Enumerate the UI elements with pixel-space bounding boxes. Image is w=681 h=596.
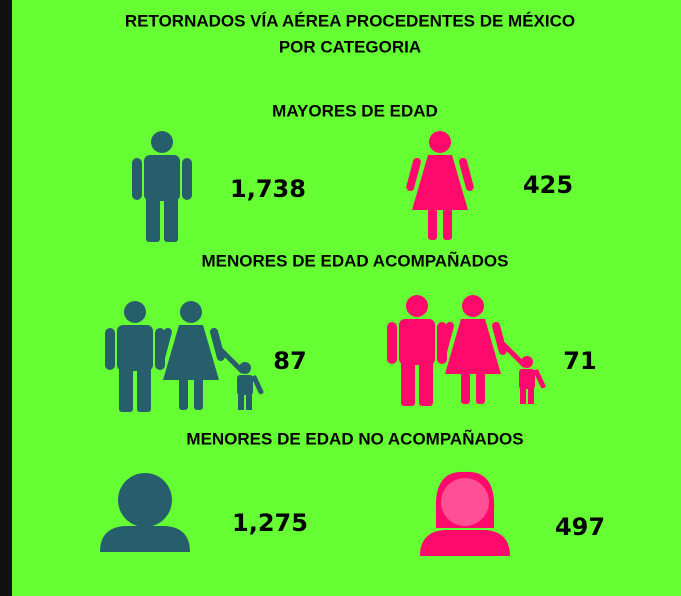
female-count: 71: [563, 347, 596, 375]
left-bar: [0, 0, 12, 596]
section-heading: MENORES DE EDAD ACOMPAÑADOS: [202, 250, 509, 270]
section-heading: MENORES DE EDAD NO ACOMPAÑADOS: [186, 428, 523, 448]
title-line: POR CATEGORIA: [279, 37, 421, 56]
male-count: 1,275: [232, 509, 308, 537]
female-count: 425: [523, 171, 573, 199]
male-count: 1,738: [230, 175, 306, 203]
section-heading: MAYORES DE EDAD: [272, 101, 438, 120]
female-count: 497: [555, 513, 605, 541]
title-line: RETORNADOS VÍA AÉREA PROCEDENTES DE MÉXI…: [125, 11, 575, 30]
male-count: 87: [273, 347, 306, 375]
